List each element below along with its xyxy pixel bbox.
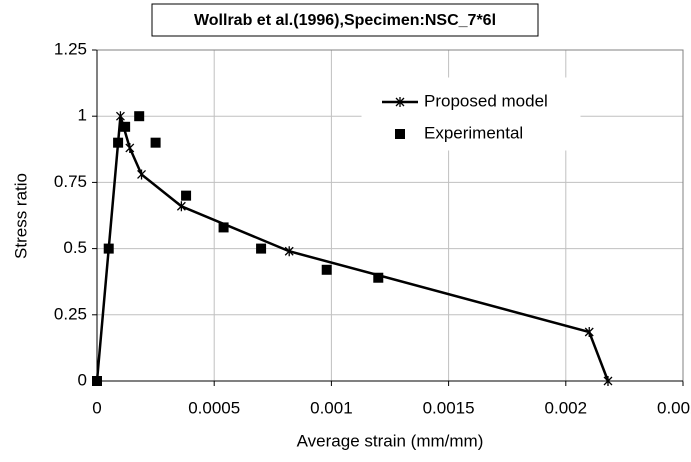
legend-marker xyxy=(395,97,405,107)
x-tick-label: 0.002 xyxy=(545,398,588,417)
x-tick-label: 0.001 xyxy=(310,398,353,417)
experimental-point xyxy=(120,121,131,132)
experimental-point xyxy=(103,243,114,254)
model-line xyxy=(95,115,610,382)
legend-label: Proposed model xyxy=(424,91,548,110)
model-point xyxy=(584,327,594,338)
x-tick-label: 0.0015 xyxy=(423,398,475,417)
y-tick-label: 0.75 xyxy=(54,172,87,191)
experimental-point xyxy=(218,222,229,233)
model-point xyxy=(603,376,613,386)
model-point xyxy=(125,142,135,153)
model-point xyxy=(115,111,125,122)
experimental-point xyxy=(113,137,124,148)
experimental-point xyxy=(321,264,332,275)
x-tick-label: 0.0005 xyxy=(188,398,240,417)
experimental-point xyxy=(181,190,192,201)
y-tick-label: 1 xyxy=(78,106,87,125)
experimental-point xyxy=(134,111,145,122)
y-tick-label: 0.25 xyxy=(54,304,87,323)
model-point xyxy=(284,246,294,257)
y-axis-label: Stress ratio xyxy=(11,173,30,259)
legend-marker xyxy=(395,129,405,139)
y-tick-label: 0.5 xyxy=(63,238,87,257)
legend-label: Experimental xyxy=(424,123,523,142)
model-point xyxy=(137,169,146,180)
experimental-point xyxy=(373,272,384,283)
title-box xyxy=(151,3,539,37)
model-point xyxy=(176,201,186,212)
y-tick-label: 0 xyxy=(78,370,87,389)
experimental-point xyxy=(92,376,102,386)
x-tick-label: 0.0025 xyxy=(657,398,691,417)
experimental-point xyxy=(150,137,161,148)
x-axis-label: Average strain (mm/mm) xyxy=(297,431,484,450)
y-tick-label: 1.25 xyxy=(54,39,87,58)
experimental-point xyxy=(256,243,267,254)
x-tick-label: 0 xyxy=(92,398,101,417)
chart-title: Wollrab et al.(1996),Specimen:NSC_7*6l xyxy=(194,12,496,29)
